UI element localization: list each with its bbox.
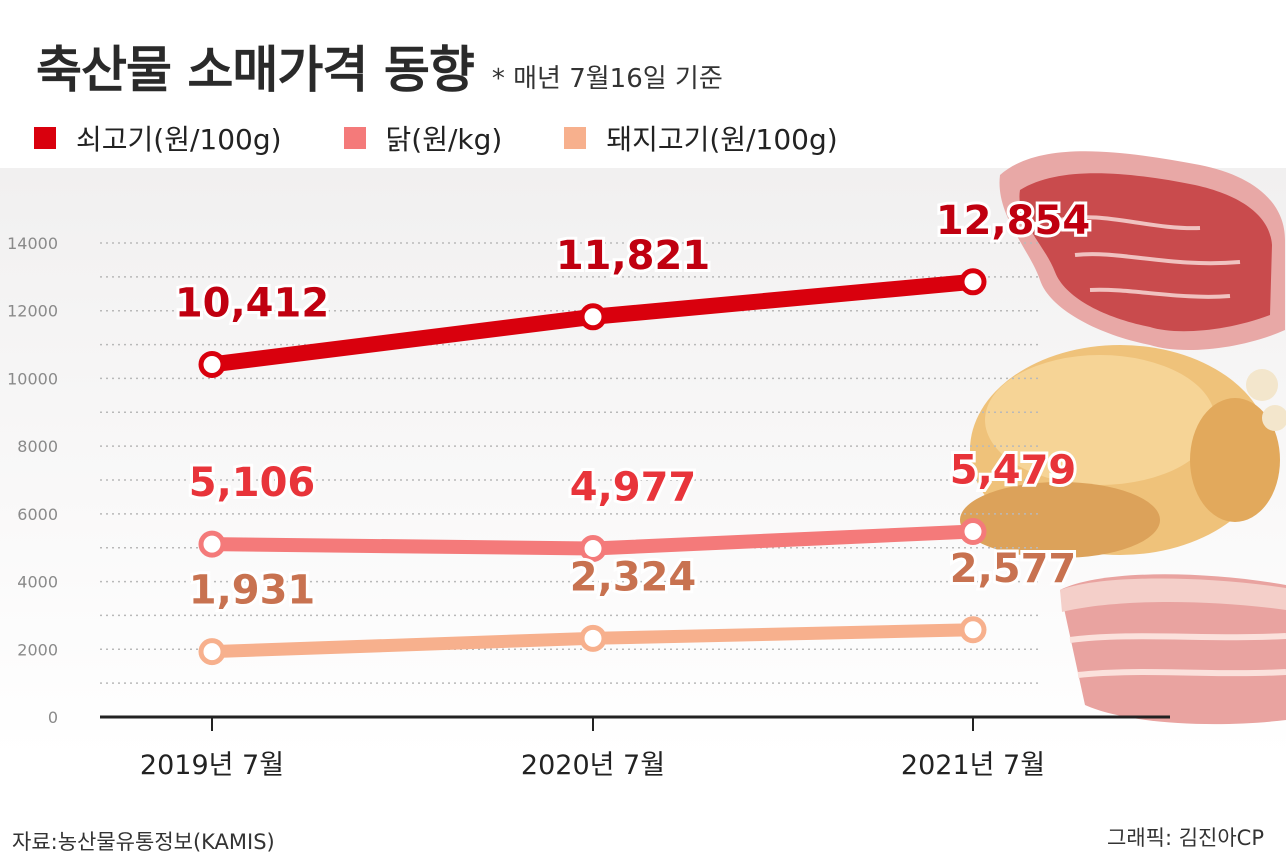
series-layer <box>198 268 987 666</box>
chart-title: 축산물 소매가격 동향 <box>36 41 475 99</box>
data-label-beef: 11,821 <box>556 233 710 279</box>
x-tick-label: 2021년 7월 <box>901 750 1045 781</box>
grid <box>100 242 1040 684</box>
legend-label-pork: 돼지고기(원/100g) <box>606 123 838 156</box>
y-tick-label: 8000 <box>17 437 58 456</box>
x-tick-label: 2019년 7월 <box>140 750 284 781</box>
y-tick-label: 4000 <box>17 573 58 592</box>
data-label-pork: 1,931 <box>189 568 316 614</box>
graphic-credit: 그래픽: 김진아CP <box>1107 826 1264 850</box>
legend-swatch-pork <box>564 127 587 149</box>
data-point-chicken <box>579 534 607 562</box>
x-axis: 2019년 7월 2020년 7월 2021년 7월 <box>100 715 1170 781</box>
legend-item-chicken: 닭(원/kg) <box>343 118 503 158</box>
data-label-beef: 12,854 <box>936 198 1090 244</box>
legend-swatch-chicken <box>343 127 366 149</box>
roast-chicken-illustration <box>960 345 1286 558</box>
legend-swatch-beef <box>34 127 56 149</box>
data-label-chicken: 5,479 <box>950 447 1077 493</box>
data-point-beef <box>198 350 226 378</box>
y-tick-label: 2000 <box>17 640 58 659</box>
legend-item-beef: 쇠고기(원/100g) <box>34 118 282 158</box>
data-label-chicken: 5,106 <box>189 460 316 506</box>
data-label-beef: 10,412 <box>175 280 329 326</box>
data-label-pork: 2,324 <box>570 554 697 600</box>
legend: 쇠고기(원/100g) 닭(원/kg) 돼지고기(원/100g) <box>34 118 900 158</box>
y-tick-label: 6000 <box>17 505 58 524</box>
data-point-chicken <box>198 530 226 558</box>
data-point-chicken <box>959 517 987 545</box>
y-tick-label: 14000 <box>7 234 58 253</box>
data-label-pork: 2,577 <box>950 546 1077 592</box>
title-row: 축산물 소매가격 동향 * 매년 7월16일 기준 <box>36 30 723 102</box>
data-point-pork <box>198 638 226 666</box>
y-axis: 0 2000 4000 6000 8000 10000 12000 14000 <box>7 234 58 727</box>
y-tick-label: 12000 <box>7 302 58 321</box>
legend-label-beef: 쇠고기(원/100g) <box>76 123 282 156</box>
data-label-layer: 10,412 11,821 12,854 5,106 4,977 5,479 1,931 2,… <box>172 195 1093 617</box>
y-tick-label: 0 <box>48 708 58 727</box>
chart-subtitle: * 매년 7월16일 기준 <box>491 64 723 94</box>
x-tick-label: 2020년 7월 <box>521 750 665 781</box>
source-note: 자료:농산물유통정보(KAMIS) <box>12 830 275 854</box>
pork-belly-illustration <box>1060 574 1286 725</box>
data-label-chicken: 4,977 <box>570 464 697 510</box>
beef-steak-illustration <box>999 151 1285 350</box>
data-point-beef <box>959 268 987 296</box>
legend-label-chicken: 닭(원/kg) <box>385 123 503 156</box>
y-tick-label: 10000 <box>7 369 58 388</box>
data-point-beef <box>579 303 607 331</box>
data-point-pork <box>579 624 607 652</box>
legend-item-pork: 돼지고기(원/100g) <box>564 118 838 158</box>
data-point-pork <box>959 616 987 644</box>
